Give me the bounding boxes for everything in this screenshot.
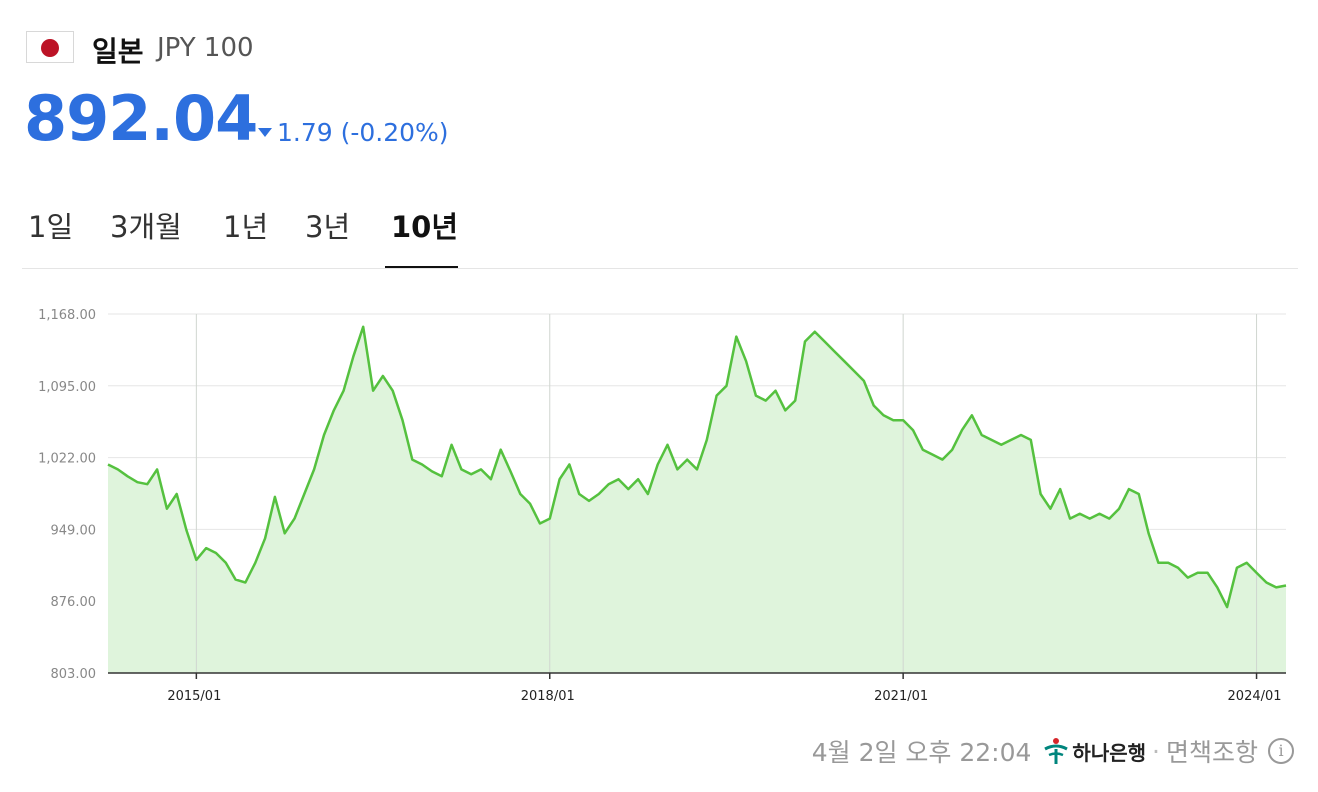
country-name: 일본 [92,35,144,68]
bank-source: 하나은행 [1043,736,1146,766]
rate-change-value: 1.79 (-0.20%) [277,118,449,147]
series-line [107,325,1287,609]
y-tick-label: 949.00 [51,523,97,538]
x-tick-label: 2021/01 [874,689,928,704]
active-tab-indicator [385,266,458,268]
rate-change: 1.79 (-0.20%) [258,118,449,147]
tab-1-day[interactable]: 1일 [28,210,74,244]
separator-dot: · [1152,736,1160,766]
update-timestamp: 4월 2일 오후 22:04 [811,738,1032,767]
bank-name: 하나은행 [1072,740,1147,765]
down-triangle-icon [258,127,272,137]
hana-bank-logo-icon [1044,738,1069,764]
currency-code: JPY 100 [157,33,254,63]
period-tabs: 1일 3개월 1년 3년 10년 [22,190,1298,269]
info-icon[interactable]: i [1268,738,1294,764]
footer: 4월 2일 오후 22:04 하나은행 · 면책조항 i [812,733,1294,769]
exchange-rate-chart[interactable]: 1,168.00 1,095.00 1,022.00 949.00 876.00 803.… [0,290,1318,710]
disclaimer-link[interactable]: 면책조항 [1165,738,1258,767]
tab-3-months[interactable]: 3개월 [110,210,182,244]
y-tick-label: 1,168.00 [38,308,96,323]
y-tick-label: 876.00 [51,595,97,610]
tab-3-years[interactable]: 3년 [305,210,351,244]
x-tick-label: 2024/01 [1228,689,1282,704]
y-tick-label: 803.00 [51,667,97,682]
x-tick-label: 2015/01 [167,689,221,704]
current-rate: 892.04 [24,82,258,155]
area-fill [108,326,1286,673]
y-tick-label: 1,022.00 [38,452,96,467]
x-tick-label: 2018/01 [521,689,575,704]
japan-flag-icon [26,31,74,63]
tab-1-year[interactable]: 1년 [223,210,269,244]
y-tick-label: 1,095.00 [38,380,96,395]
tab-10-years[interactable]: 10년 [391,210,459,244]
